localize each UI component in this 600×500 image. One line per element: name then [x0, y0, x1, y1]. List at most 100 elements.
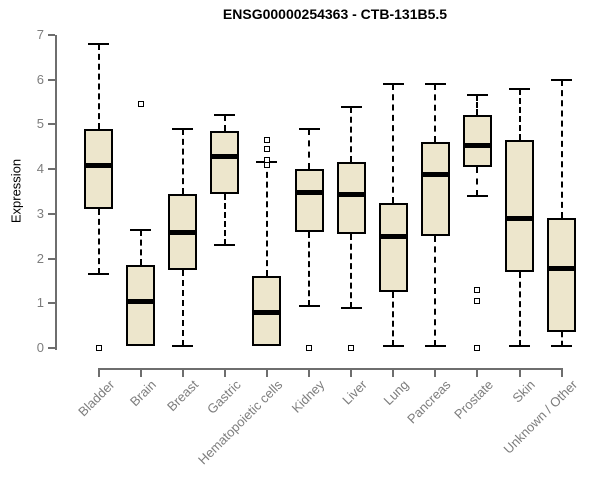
- x-category-label-brain: Brain: [127, 377, 160, 410]
- median-line-bladder: [84, 162, 113, 168]
- median-line-kidney: [294, 189, 324, 195]
- chart-title: ENSG00000254363 - CTB-131B5.5: [222, 6, 448, 22]
- y-tick-label: 2: [36, 250, 44, 266]
- outlier-point-prostate: [474, 345, 481, 351]
- whisker-lower-cap-lung: [382, 344, 404, 347]
- x-tick: [434, 370, 437, 377]
- whisker-lower-cap-bladder: [88, 273, 109, 276]
- outlier-point-hematopoietic-cells: [263, 161, 270, 168]
- x-tick: [350, 370, 353, 377]
- whisker-upper-cap-unknown-other: [551, 78, 573, 81]
- median-line-skin: [505, 216, 534, 222]
- x-tick: [139, 370, 142, 377]
- whisker-lower-cap-unknown-other: [551, 344, 573, 347]
- whisker-lower-cap-gastric: [214, 244, 236, 247]
- median-line-breast: [168, 229, 198, 235]
- y-tick-label: 3: [36, 205, 44, 221]
- outlier-point-kidney: [306, 345, 312, 351]
- y-tick: [48, 347, 55, 349]
- whisker-lower-line-prostate: [476, 166, 479, 196]
- outlier-point-hematopoietic-cells: [263, 146, 270, 153]
- box-unknown-other: [547, 218, 577, 333]
- y-tick: [48, 168, 55, 171]
- whisker-upper-line-kidney: [308, 128, 310, 170]
- y-tick: [48, 257, 55, 260]
- whisker-upper-cap-lung: [382, 83, 404, 86]
- x-tick: [518, 370, 521, 377]
- whisker-upper-line-liver: [350, 106, 353, 163]
- outlier-point-bladder: [95, 345, 102, 351]
- outlier-point-prostate: [474, 298, 481, 305]
- y-tick-label: 1: [36, 295, 44, 311]
- box-brain: [126, 265, 156, 346]
- whisker-lower-line-skin: [518, 271, 521, 346]
- x-tick: [392, 370, 395, 377]
- outlier-point-prostate: [474, 286, 481, 293]
- whisker-upper-line-pancreas: [434, 84, 437, 143]
- x-tick: [265, 370, 268, 377]
- whisker-lower-line-gastric: [223, 193, 226, 246]
- median-line-prostate: [462, 142, 492, 148]
- whisker-lower-cap-pancreas: [424, 344, 446, 347]
- median-line-liver: [336, 191, 366, 197]
- y-tick-label: 5: [36, 116, 44, 132]
- whisker-lower-line-breast: [181, 269, 184, 346]
- whisker-upper-line-brain: [139, 229, 142, 266]
- x-category-label-breast: Breast: [164, 377, 202, 415]
- box-liver: [336, 162, 366, 234]
- whisker-upper-cap-breast: [172, 127, 194, 130]
- x-tick: [560, 370, 563, 377]
- whisker-upper-line-prostate: [476, 95, 479, 116]
- whisker-lower-line-liver: [350, 233, 353, 308]
- y-tick: [48, 78, 55, 81]
- box-kidney: [294, 169, 324, 232]
- median-line-lung: [378, 234, 408, 240]
- whisker-upper-cap-kidney: [298, 127, 320, 130]
- y-tick-label: 4: [36, 161, 44, 177]
- whisker-lower-cap-kidney: [298, 304, 320, 307]
- x-category-label-kidney: Kidney: [288, 377, 328, 416]
- y-tick: [48, 212, 55, 215]
- outlier-point-liver: [348, 345, 355, 351]
- whisker-lower-cap-liver: [340, 306, 362, 309]
- x-tick: [223, 370, 226, 377]
- whisker-lower-line-pancreas: [434, 236, 437, 346]
- median-line-brain: [126, 299, 156, 305]
- whisker-lower-line-kidney: [308, 231, 310, 306]
- whisker-lower-line-lung: [392, 292, 395, 346]
- whisker-upper-cap-bladder: [88, 42, 109, 45]
- x-tick: [181, 370, 184, 377]
- y-axis-line: [55, 35, 57, 350]
- box-lung: [378, 202, 408, 293]
- whisker-upper-cap-pancreas: [424, 83, 446, 86]
- y-tick-label: 0: [36, 340, 44, 355]
- box-gastric: [210, 131, 240, 194]
- y-tick: [48, 302, 55, 305]
- whisker-upper-line-bladder: [97, 43, 100, 129]
- whisker-lower-line-unknown-other: [560, 332, 563, 346]
- x-category-label-bladder: Bladder: [74, 377, 118, 420]
- whisker-upper-cap-gastric: [214, 114, 236, 117]
- whisker-upper-line-hematopoietic-cells: [265, 162, 268, 277]
- y-tick-label: 6: [36, 71, 44, 87]
- box-prostate: [462, 115, 492, 167]
- median-line-gastric: [210, 153, 240, 159]
- x-category-label-lung: Lung: [380, 377, 412, 409]
- y-tick-label: 7: [36, 27, 44, 42]
- x-tick: [476, 370, 479, 377]
- whisker-upper-cap-liver: [340, 105, 362, 108]
- y-tick: [48, 34, 55, 36]
- whisker-upper-line-breast: [181, 128, 184, 194]
- whisker-upper-cap-skin: [509, 87, 530, 90]
- median-line-pancreas: [420, 171, 450, 177]
- box-skin: [505, 140, 534, 272]
- box-pancreas: [420, 142, 450, 237]
- x-category-label-pancreas: Pancreas: [404, 377, 454, 427]
- whisker-lower-cap-breast: [172, 344, 194, 347]
- x-category-label-prostate: Prostate: [451, 377, 497, 422]
- whisker-upper-cap-prostate: [466, 94, 488, 97]
- x-tick: [97, 370, 100, 377]
- median-line-hematopoietic-cells: [252, 310, 282, 316]
- x-category-label-skin: Skin: [509, 377, 539, 406]
